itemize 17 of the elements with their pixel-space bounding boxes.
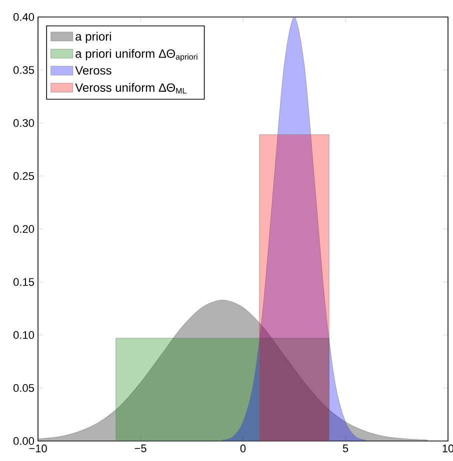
y-tick-label: 0.40 xyxy=(13,13,34,21)
y-tick-label: 0.00 xyxy=(13,437,34,445)
legend-label: a priori uniform ΔΘ$_{apriori}$ xyxy=(76,49,198,62)
y-tick-label: 0.10 xyxy=(13,331,34,339)
x-tick-label: −10 xyxy=(29,444,47,452)
legend-label: Veross uniform ΔΘ$_{ML}$ xyxy=(75,83,186,94)
x-tick-label: −5 xyxy=(134,444,146,452)
y-tick-label: 0.15 xyxy=(13,278,34,286)
x-tick-label: 5 xyxy=(342,444,348,452)
y-tick-label: 0.25 xyxy=(13,172,34,180)
y-tick-label: 0.20 xyxy=(13,225,34,233)
legend-label: a priori xyxy=(76,32,111,44)
y-tick-label: 0.35 xyxy=(13,66,34,74)
legend-label: Veross xyxy=(75,66,112,75)
y-tick-label: 0.05 xyxy=(13,384,34,392)
x-tick-label: 0 xyxy=(240,444,246,452)
y-tick-label: 0.30 xyxy=(13,119,34,127)
